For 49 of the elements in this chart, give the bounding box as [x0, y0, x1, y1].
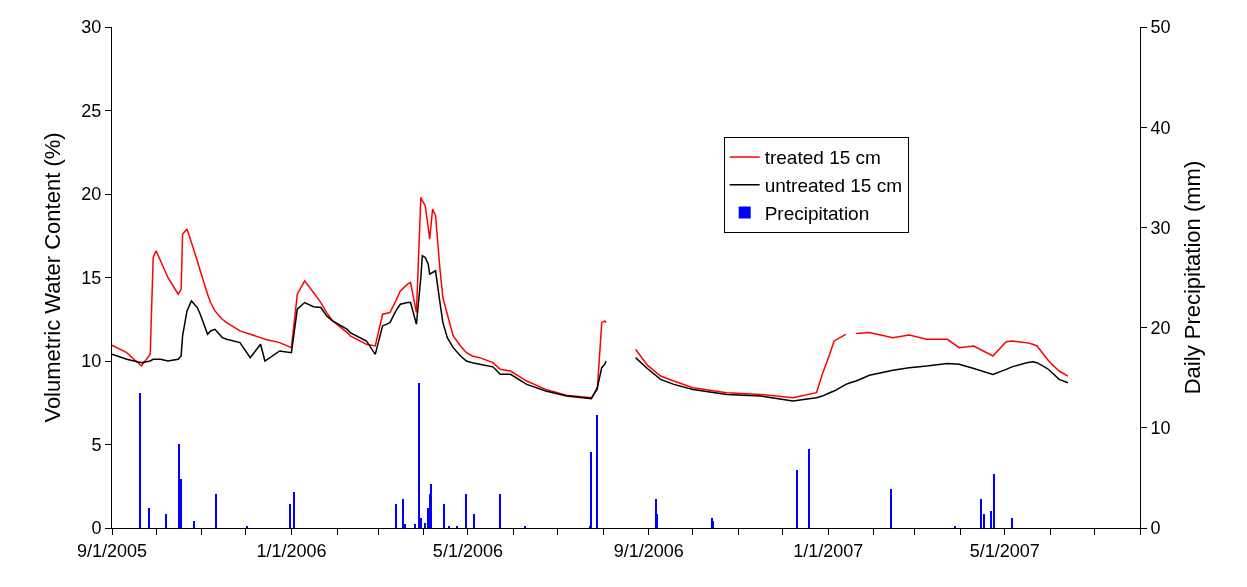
y-axis-title: Volumetric Water Content (%) [40, 132, 66, 423]
bar [418, 383, 420, 528]
bar [499, 494, 501, 528]
y2-tick-label: 50 [1150, 17, 1171, 38]
y2-tick-label: 10 [1150, 418, 1171, 439]
y2-tick-label: 0 [1150, 518, 1161, 539]
bar [395, 504, 397, 528]
x-tick-label: 1/1/2006 [256, 540, 327, 561]
bar [402, 499, 404, 528]
bar [215, 494, 217, 528]
bar [980, 499, 982, 528]
bar [430, 484, 432, 528]
bar [414, 524, 416, 528]
bar [289, 504, 291, 528]
x-tick-label: 9/1/2005 [76, 540, 148, 561]
bar [808, 449, 810, 528]
bar [796, 470, 798, 528]
y2-axis-title: Daily Precipitation (mm) [1179, 160, 1205, 395]
bar [993, 474, 995, 528]
bar [148, 508, 150, 528]
y2-tick-label: 40 [1150, 117, 1171, 138]
bar [590, 452, 592, 528]
y-tick-label: 20 [81, 184, 102, 205]
bar [178, 444, 180, 528]
bar [465, 494, 467, 528]
bar [473, 514, 475, 528]
legend-label: Precipitation [764, 202, 870, 224]
y-tick-label: 10 [81, 351, 102, 372]
bar [443, 504, 445, 528]
bar [1011, 518, 1013, 528]
legend-label: untreated 15 cm [764, 175, 903, 197]
x-tick-label: 5/1/2006 [432, 540, 503, 561]
y-tick-label: 0 [91, 518, 102, 539]
bar [596, 415, 598, 528]
bar [293, 492, 295, 528]
y2-tick-label: 30 [1150, 217, 1171, 238]
x-tick-label: 9/1/2006 [613, 540, 684, 561]
y-tick-label: 25 [81, 100, 102, 121]
y-tick-label: 15 [81, 267, 102, 288]
y2-tick-label: 20 [1150, 317, 1171, 338]
bar [165, 514, 167, 528]
bar [193, 521, 195, 528]
bar [890, 489, 892, 528]
y-tick-label: 30 [81, 17, 102, 38]
x-tick-label: 1/1/2007 [793, 540, 864, 561]
y-tick-label: 5 [91, 434, 102, 455]
bar [139, 393, 141, 528]
legend-label: treated 15 cm [764, 147, 881, 169]
x-tick-label: 5/1/2007 [969, 540, 1040, 561]
